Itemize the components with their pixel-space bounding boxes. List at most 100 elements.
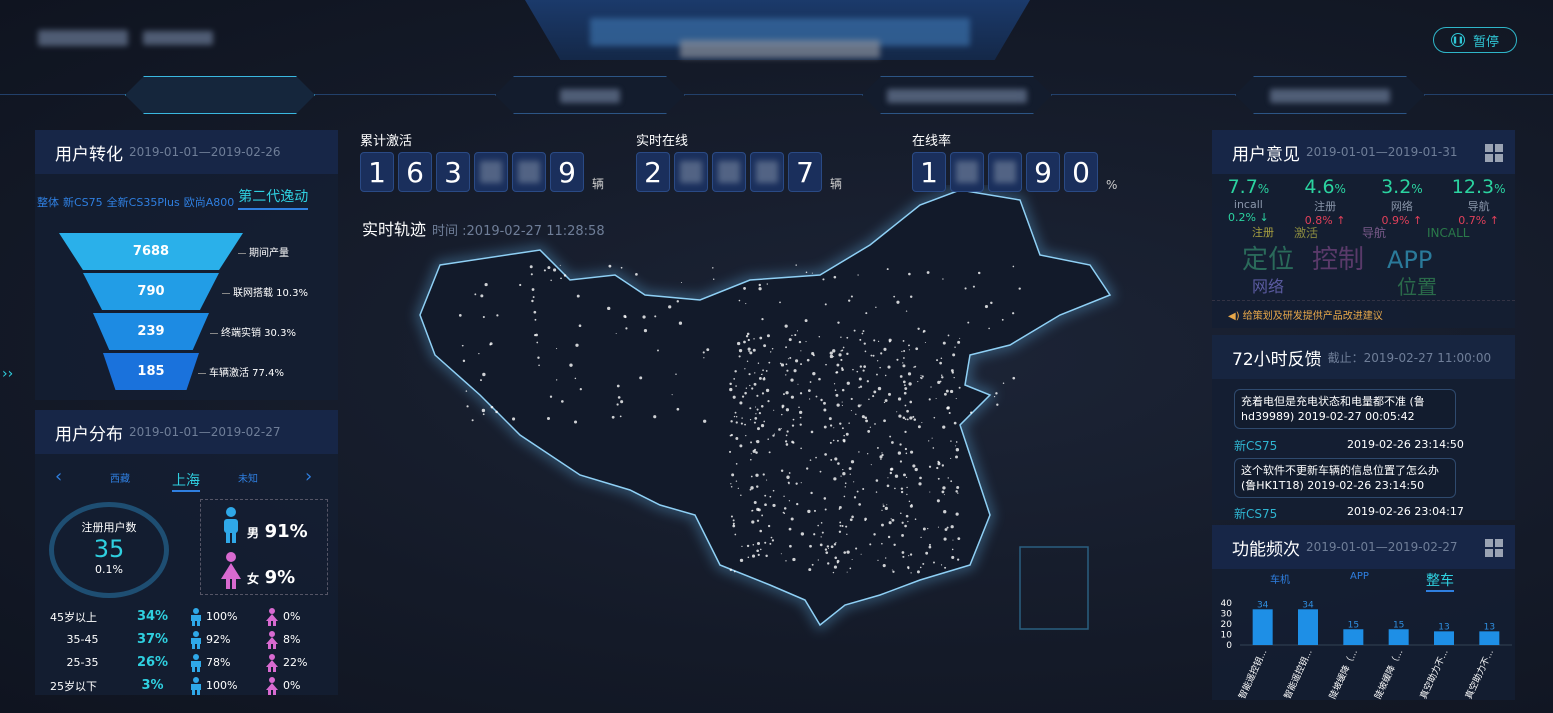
vehicle-dot (848, 299, 851, 302)
word-cloud-term: 导航 (1362, 226, 1387, 240)
expand-left-icon[interactable]: ›› (2, 366, 14, 382)
vehicle-dot (791, 334, 793, 337)
tab-cs35plus[interactable]: 全新CS35Plus (106, 196, 180, 209)
china-map[interactable] (400, 185, 1140, 645)
prev-region-button[interactable]: ‹ (55, 466, 63, 487)
vehicle-dot (620, 400, 624, 404)
feedback-model[interactable]: 新CS75 (1234, 439, 1278, 453)
south-sea-inset (1019, 546, 1089, 630)
panel-title: 用户分布 (55, 424, 123, 445)
vehicle-dot (932, 447, 935, 449)
vehicle-dot (886, 484, 890, 488)
vehicle-dot (850, 397, 853, 401)
vehicle-dot (864, 350, 867, 353)
vehicle-dot (796, 502, 799, 506)
feedback-panel: 72小时反馈 截止：2019-02-27 11:00:00 充着电但是充电状态和电… (1212, 335, 1515, 520)
vehicle-dot (706, 348, 710, 352)
vehicle-dot (952, 353, 956, 357)
counter-digit: 9 (1026, 152, 1060, 192)
vehicle-dot (845, 525, 848, 528)
vehicle-dot (732, 519, 735, 522)
vehicle-dot (839, 422, 842, 425)
vehicle-dot (906, 418, 909, 421)
vehicle-dot (833, 275, 837, 279)
vehicle-dot (815, 395, 818, 398)
tab-headunit[interactable]: 车机 (1270, 575, 1290, 586)
vehicle-dot (955, 448, 960, 452)
vehicle-dot (678, 321, 683, 325)
vehicle-dot (905, 452, 908, 455)
vehicle-dot (933, 416, 936, 419)
opinion-stat: 4.6% 注册 0.8% ↑ (1304, 176, 1346, 227)
frequency-panel: 功能频次 2019-01-01—2019-02-27 车机 APP 整车 0 10 2… (1212, 525, 1515, 701)
vehicle-dot (859, 365, 863, 368)
vehicle-dot (735, 463, 738, 465)
vehicle-dot (791, 440, 794, 444)
vehicle-dot (845, 432, 849, 436)
vehicle-dot (734, 370, 737, 373)
vehicle-dot (964, 287, 967, 290)
vehicle-dot (937, 380, 941, 384)
vehicle-dot (771, 539, 775, 542)
opinion-panel: 用户意见 2019-01-01—2019-01-31 7.7% incall 0.2… (1212, 130, 1515, 328)
nav-tab-2[interactable] (495, 76, 685, 114)
region-tab[interactable]: 未知 (238, 474, 258, 485)
region-tab[interactable]: 西藏 (110, 474, 130, 485)
vehicle-dot (900, 487, 904, 490)
vehicle-dot (823, 401, 826, 405)
tab-overall[interactable]: 整体 (37, 196, 59, 209)
vehicle-dot (880, 352, 883, 355)
vehicle-dot (754, 372, 756, 374)
funnel-stage: 239 (93, 313, 209, 350)
female-icon (220, 551, 242, 595)
vehicle-dot (902, 380, 906, 384)
vehicle-dot (811, 351, 815, 356)
vehicle-dot (927, 527, 929, 530)
bar (1298, 609, 1318, 645)
vehicle-dot (928, 398, 931, 401)
vehicle-dot (512, 417, 516, 421)
opinion-stat: 3.2% 网络 0.9% ↑ (1381, 176, 1423, 227)
vehicle-dot (904, 430, 907, 434)
vehicle-dot (735, 416, 738, 418)
nav-tab-1[interactable] (125, 76, 315, 114)
pause-button[interactable]: ❚❚ 暂停 (1433, 27, 1517, 53)
vehicle-dot (747, 338, 750, 342)
vehicle-dot (896, 300, 900, 304)
vehicle-dot (760, 424, 765, 428)
tab-cs75[interactable]: 新CS75 (63, 196, 103, 209)
tab-vehicle[interactable]: 整车 (1426, 570, 1454, 592)
vehicle-dot (834, 556, 838, 560)
grid-icon[interactable] (1485, 539, 1503, 557)
vehicle-dot (892, 570, 895, 573)
nav-tab-4[interactable] (1235, 76, 1425, 114)
vehicle-dot (785, 391, 789, 395)
vehicle-dot (917, 380, 919, 383)
tab-a800[interactable]: 欧尚A800 (183, 196, 235, 209)
vehicle-dot (747, 347, 751, 351)
vehicle-dot (538, 364, 540, 367)
vehicle-dot (920, 374, 922, 377)
vehicle-dot (759, 548, 762, 551)
vehicle-dot (821, 531, 824, 534)
vehicle-dot (729, 387, 733, 392)
vehicle-dot (780, 469, 784, 472)
counter-digit (712, 152, 746, 192)
vehicle-dot (739, 401, 743, 405)
vehicle-dot (783, 507, 787, 510)
vehicle-dot (881, 509, 883, 511)
vehicle-dot (756, 439, 760, 444)
data-label: 15 (1393, 620, 1404, 630)
tab-app[interactable]: APP (1350, 571, 1369, 582)
vehicle-dot (766, 334, 770, 338)
next-region-button[interactable]: › (305, 466, 313, 487)
vehicle-dot (948, 411, 951, 415)
grid-icon[interactable] (1485, 144, 1503, 162)
feedback-model[interactable]: 新CS75 (1234, 507, 1278, 520)
region-tab-active[interactable]: 上海 (172, 470, 200, 492)
nav-tab-3[interactable] (862, 76, 1052, 114)
vehicle-dot (765, 370, 768, 372)
tab-yidong[interactable]: 第二代逸动 (238, 186, 309, 210)
vehicle-dot (779, 301, 781, 304)
